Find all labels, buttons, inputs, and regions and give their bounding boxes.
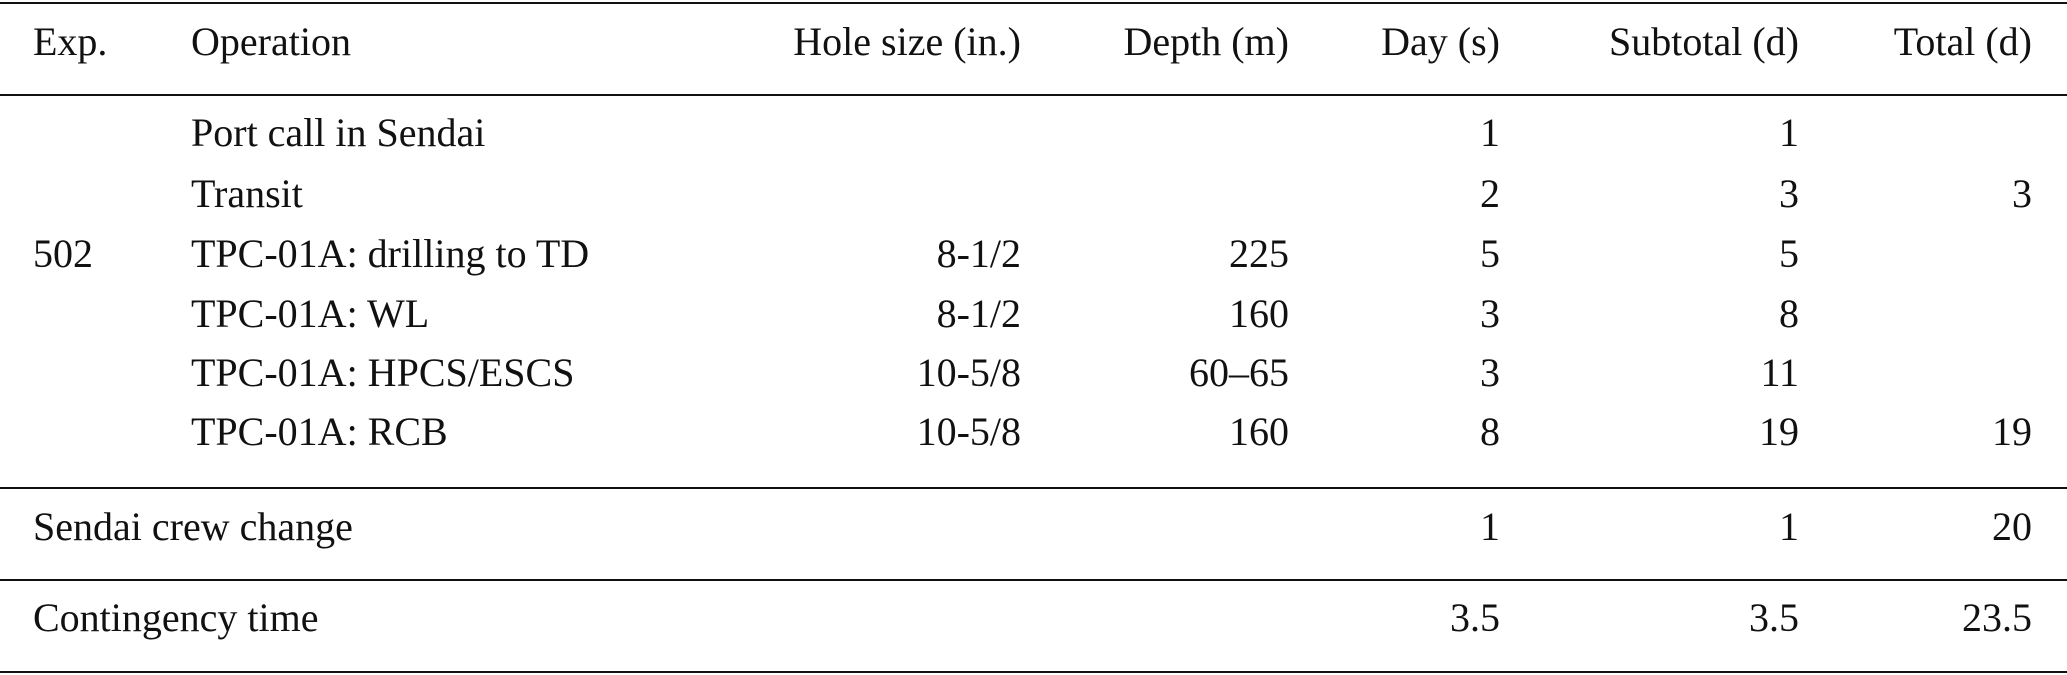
cell: 11 (1760, 350, 1799, 395)
cell: 160 (1229, 409, 1289, 454)
cell: 60–65 (1189, 350, 1289, 395)
cell: TPC-01A: HPCS/ESCS (191, 350, 574, 395)
cell: TPC-01A: drilling to TD (191, 231, 589, 276)
cell: 1 (1779, 110, 1799, 155)
column-header: Exp. (33, 19, 107, 64)
cell: 2 (1480, 171, 1500, 216)
cell: TPC-01A: WL (191, 291, 429, 336)
cell: 20 (1992, 504, 2032, 549)
cell: 225 (1229, 231, 1289, 276)
group-label: 502 (33, 231, 93, 276)
cell: 160 (1229, 291, 1289, 336)
column-header: Total (d) (1894, 19, 2032, 64)
cell: 1 (1480, 110, 1500, 155)
cell: 23.5 (1962, 595, 2032, 640)
cell: 8 (1779, 291, 1799, 336)
cell: Port call in Sendai (191, 110, 485, 155)
cell: Sendai crew change (33, 504, 353, 549)
cell: 3 (1779, 171, 1799, 216)
column-header: Subtotal (d) (1609, 19, 1799, 64)
cell: 3 (1480, 291, 1500, 336)
cell: 3 (2012, 171, 2032, 216)
column-header: Day (s) (1381, 19, 1500, 64)
cell: 8-1/2 (937, 291, 1021, 336)
cell: 10-5/8 (917, 350, 1021, 395)
cell: 8-1/2 (937, 231, 1021, 276)
cell: TPC-01A: RCB (191, 409, 448, 454)
cell: 3 (1480, 350, 1500, 395)
column-header: Depth (m) (1123, 19, 1289, 64)
cell: Transit (191, 171, 303, 216)
cell: 3.5 (1450, 595, 1500, 640)
cell: 1 (1779, 504, 1799, 549)
cell: 5 (1779, 231, 1799, 276)
cell: 8 (1480, 409, 1500, 454)
cell: Contingency time (33, 595, 319, 640)
cell: 1 (1480, 504, 1500, 549)
cell: 19 (1759, 409, 1799, 454)
column-header: Operation (191, 19, 351, 64)
cell: 19 (1992, 409, 2032, 454)
cell: 10-5/8 (917, 409, 1021, 454)
cell: 3.5 (1749, 595, 1799, 640)
column-header: Hole size (in.) (793, 19, 1021, 64)
cell: 5 (1480, 231, 1500, 276)
